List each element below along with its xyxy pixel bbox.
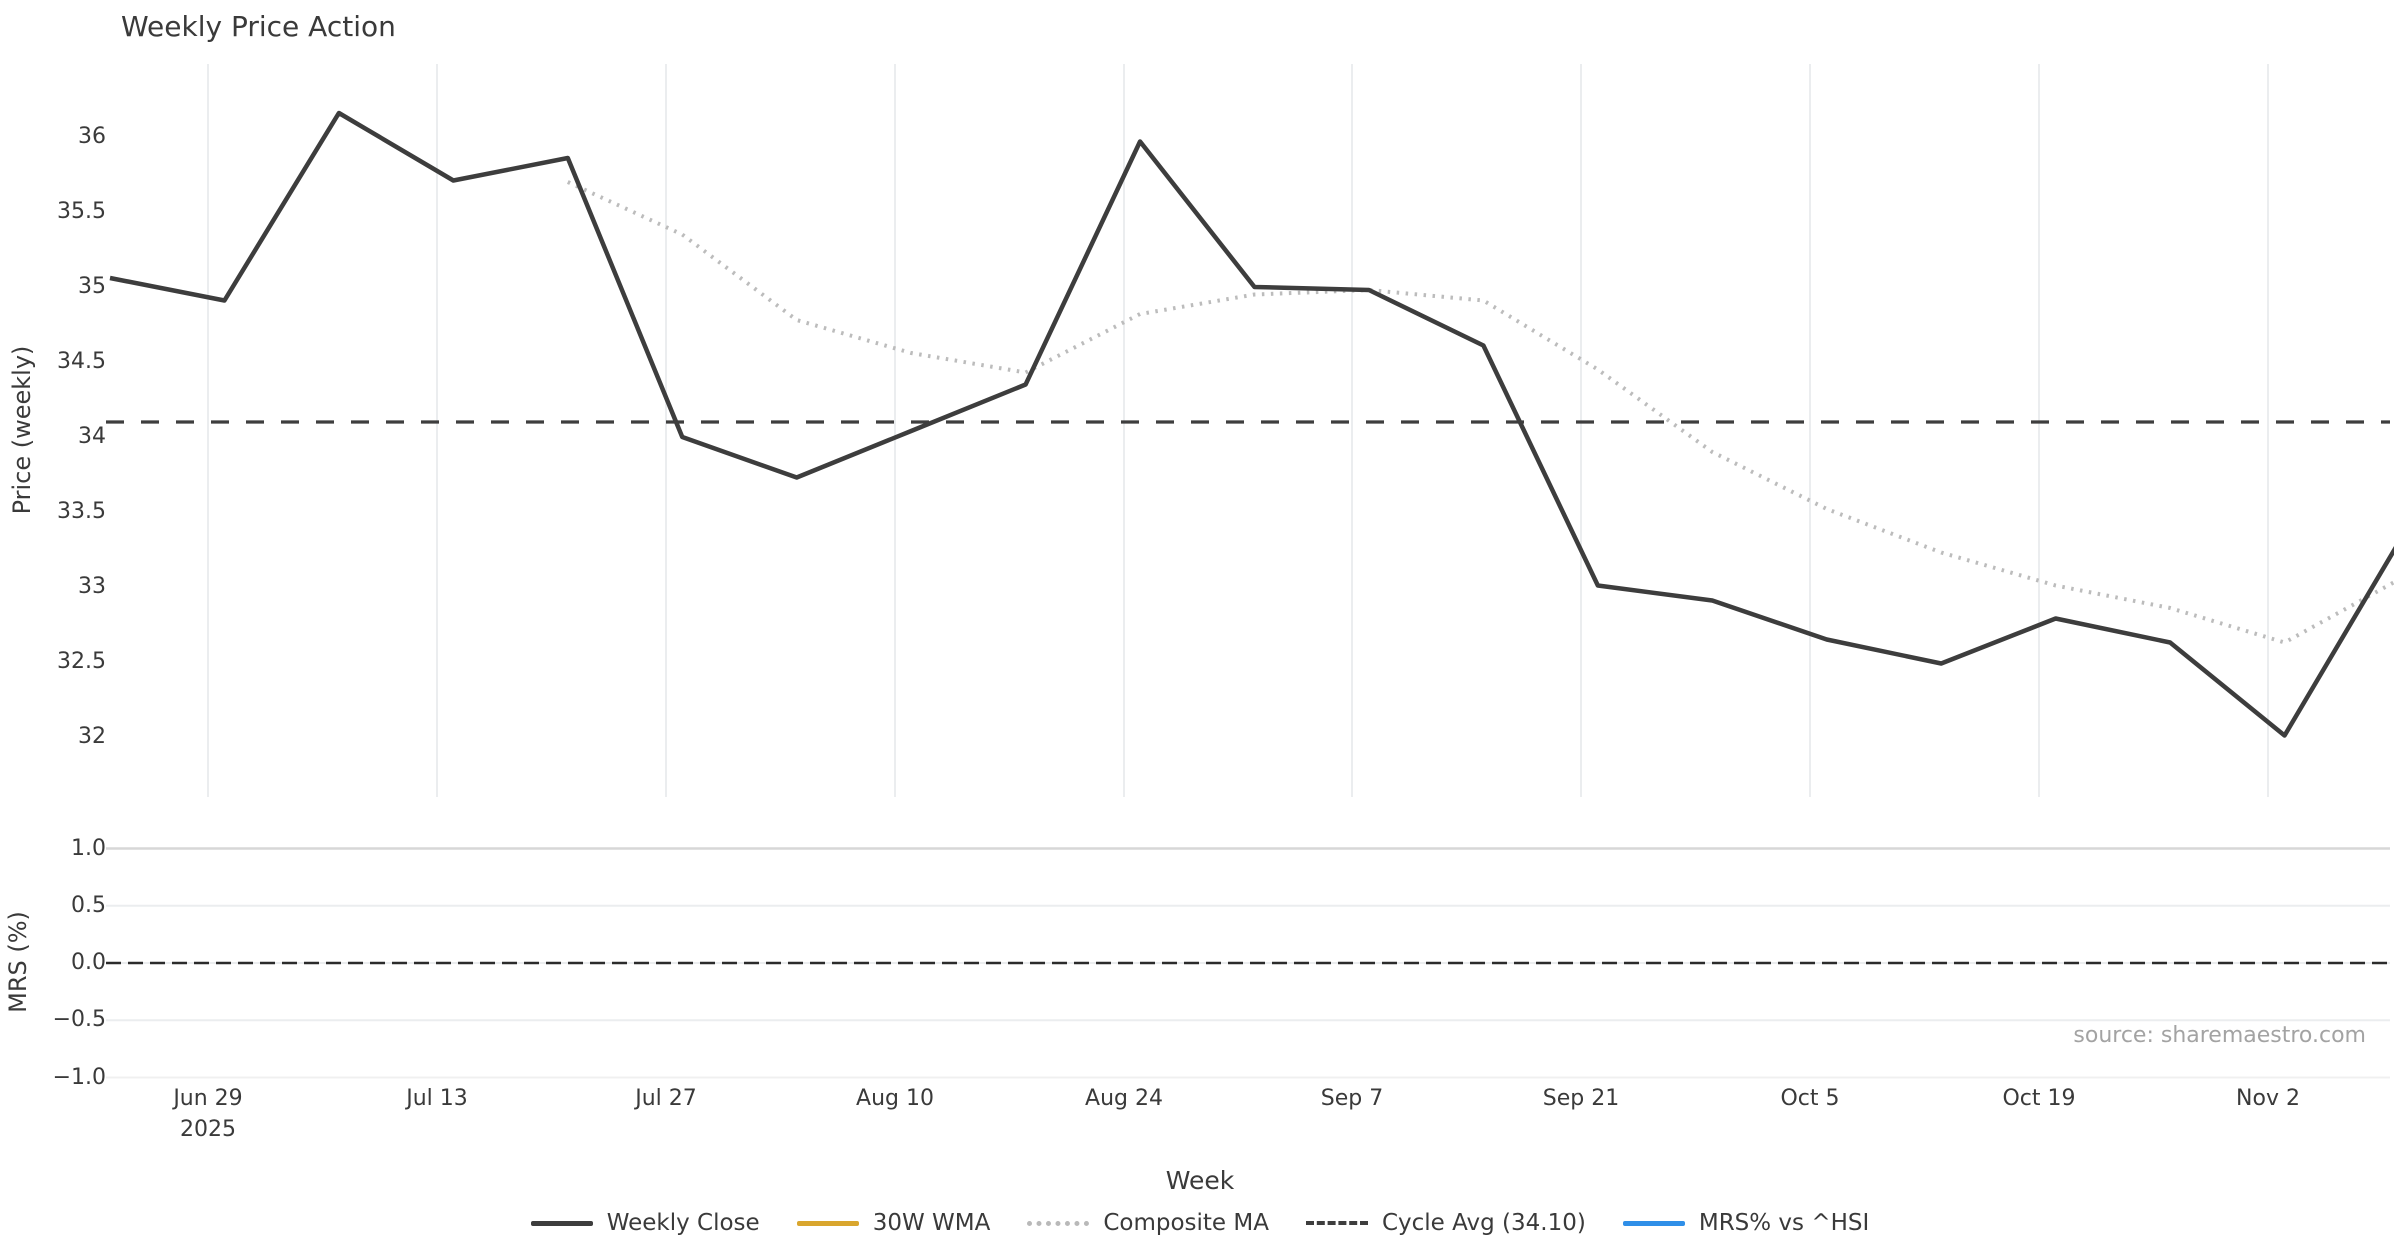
- price-tick-label: 32.5: [57, 649, 106, 674]
- x-tick-label: Jun 29 2025: [123, 1083, 293, 1145]
- composite-ma-line: [566, 180, 2394, 645]
- legend-item-30w-wma: 30W WMA: [796, 1210, 991, 1236]
- x-tick-label: Sep 7: [1320, 1086, 1384, 1111]
- weekly-close-line: [109, 110, 2394, 738]
- legend-label: MRS% vs ^HSI: [1698, 1210, 1870, 1236]
- mrs-tick-label: −1.0: [52, 1064, 106, 1090]
- mrs-tick-label: 1.0: [71, 835, 106, 861]
- legend-label: Cycle Avg (34.10): [1381, 1210, 1586, 1236]
- legend-item-cycle-avg: Cycle Avg (34.10): [1305, 1210, 1586, 1236]
- price-tick-label: 32: [78, 724, 106, 749]
- mrs-tick-label: 0.0: [71, 950, 106, 975]
- legend-item-composite-ma: Composite MA: [1027, 1210, 1269, 1236]
- legend-item-weekly-close: Weekly Close: [530, 1210, 760, 1236]
- composite-ma-swatch: [1027, 1220, 1090, 1226]
- mrs-tick-label: −0.5: [52, 1007, 106, 1033]
- wma-swatch: [796, 1220, 859, 1226]
- x-tick-label: Jul 13: [406, 1086, 468, 1111]
- mrs-tick-label: 0.5: [71, 892, 106, 918]
- price-tick-label: 35.5: [57, 199, 106, 224]
- x-tick-label: Sep 21: [1542, 1086, 1620, 1111]
- legend-item-mrs: MRS% vs ^HSI: [1622, 1210, 1870, 1236]
- x-tick-label: Aug 10: [856, 1086, 934, 1111]
- price-tick-label: 34.5: [57, 349, 106, 374]
- legend-label: Composite MA: [1103, 1210, 1269, 1236]
- x-tick-label: Nov 2: [2236, 1086, 2300, 1111]
- x-tick-label: Oct 5: [1780, 1086, 1840, 1111]
- source-note: source: sharemaestro.com: [2073, 1023, 2366, 1048]
- x-tick-sublabel: 2025: [180, 1117, 236, 1142]
- mrs-swatch: [1622, 1220, 1685, 1226]
- chart-title: Weekly Price Action: [121, 10, 396, 43]
- legend-label: Weekly Close: [606, 1210, 760, 1236]
- x-axis-label: Week: [1165, 1166, 1235, 1195]
- x-tick-label: Oct 19: [2002, 1086, 2076, 1111]
- legend-label: 30W WMA: [872, 1210, 991, 1236]
- price-tick-label: 34: [78, 424, 106, 449]
- price-tick-label: 33.5: [57, 499, 106, 524]
- cycle-avg-swatch: [1305, 1221, 1368, 1225]
- price-tick-label: 33: [78, 574, 106, 599]
- price-tick-label: 35: [78, 274, 106, 299]
- legend: Weekly Close 30W WMA Composite MA Cycle …: [0, 1210, 2400, 1236]
- x-tick-label: Jul 27: [635, 1086, 697, 1111]
- x-tick-label: Aug 24: [1085, 1086, 1163, 1111]
- weekly-close-swatch: [530, 1220, 593, 1226]
- price-tick-label: 36: [78, 124, 106, 149]
